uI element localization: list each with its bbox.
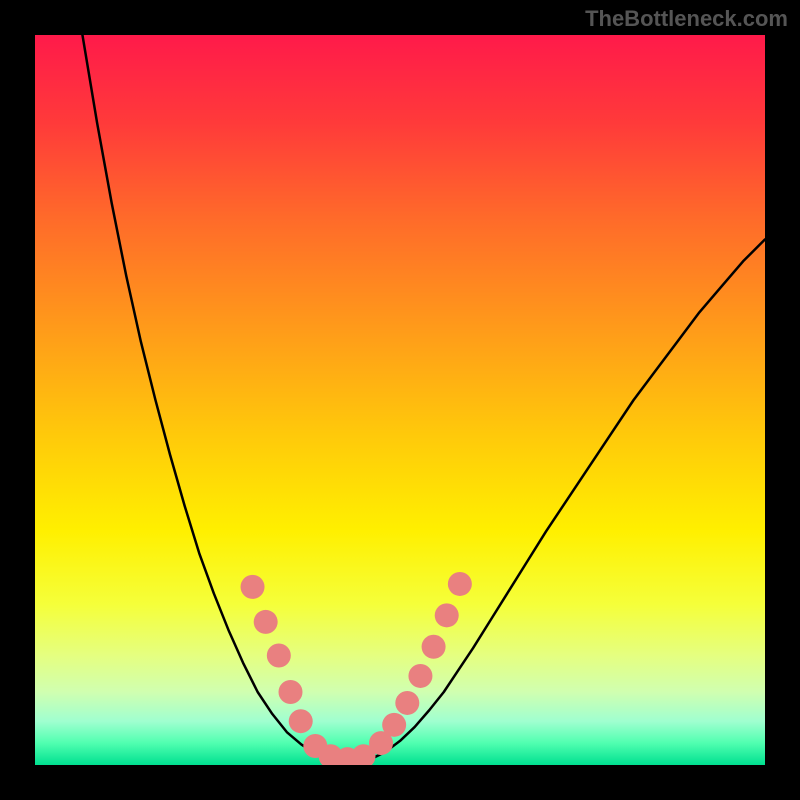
chart-container: TheBottleneck.com [0,0,800,800]
data-dot [279,680,303,704]
data-dot [289,709,313,733]
data-dot [395,691,419,715]
data-dot [267,644,291,668]
data-dot [448,572,472,596]
data-dot [408,664,432,688]
gradient-background [35,35,765,765]
data-dot [254,610,278,634]
data-dot [241,575,265,599]
data-dot [435,603,459,627]
watermark-text: TheBottleneck.com [585,6,788,32]
data-dot [422,635,446,659]
plot-area [35,35,765,765]
plot-svg [35,35,765,765]
data-dot [382,713,406,737]
